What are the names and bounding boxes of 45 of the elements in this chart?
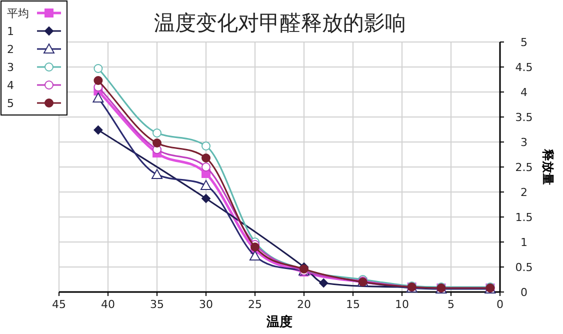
legend-label: 2 (7, 43, 14, 56)
x-tick-label: 25 (248, 298, 262, 311)
y-tick-label: 2 (520, 186, 528, 199)
legend-label: 5 (7, 97, 14, 110)
legend-label: 4 (7, 79, 14, 92)
point (94, 64, 103, 73)
y-tick-label: 3 (520, 136, 528, 149)
x-tick-label: 20 (297, 298, 311, 311)
y-tick-label: 3.5 (515, 111, 533, 124)
y-tick-label: 0.5 (515, 261, 533, 274)
point (152, 128, 162, 138)
y-tick-label: 2.5 (515, 161, 533, 174)
y-tick-label: 1 (520, 236, 528, 249)
x-tick-label: 40 (101, 298, 115, 311)
point (202, 194, 210, 203)
point (202, 162, 210, 172)
point (94, 76, 103, 85)
x-tick-label: 5 (448, 298, 454, 311)
chart-title: 温度变化对甲醛释放的影响 (154, 11, 406, 35)
x-tick-label: 15 (346, 298, 360, 311)
x-tick-label: 10 (395, 298, 409, 311)
point (202, 142, 210, 150)
point (92, 92, 104, 102)
point (200, 180, 212, 190)
legend-label: 平均 (7, 7, 29, 20)
legend-label: 3 (7, 61, 14, 74)
point (152, 169, 162, 179)
y-tick-label: 1.5 (515, 211, 533, 224)
y-tick-label: 4.5 (515, 61, 533, 74)
point (319, 278, 328, 288)
point (250, 250, 260, 260)
x-axis-title: 温度 (266, 314, 292, 330)
y-tick-label: 0 (520, 286, 528, 299)
y-tick-label: 4 (520, 86, 528, 99)
y-tick-label: 5 (520, 36, 528, 49)
x-tick-label: 0 (496, 298, 504, 311)
y-axis-title: 释放量 (541, 148, 555, 185)
x-tick-label: 30 (199, 298, 213, 311)
point (202, 154, 210, 162)
legend-label: 1 (7, 25, 14, 38)
x-tick-label: 35 (150, 298, 164, 311)
point (152, 138, 162, 148)
point (94, 126, 103, 134)
x-tick-label: 45 (52, 298, 66, 311)
point (250, 242, 260, 252)
